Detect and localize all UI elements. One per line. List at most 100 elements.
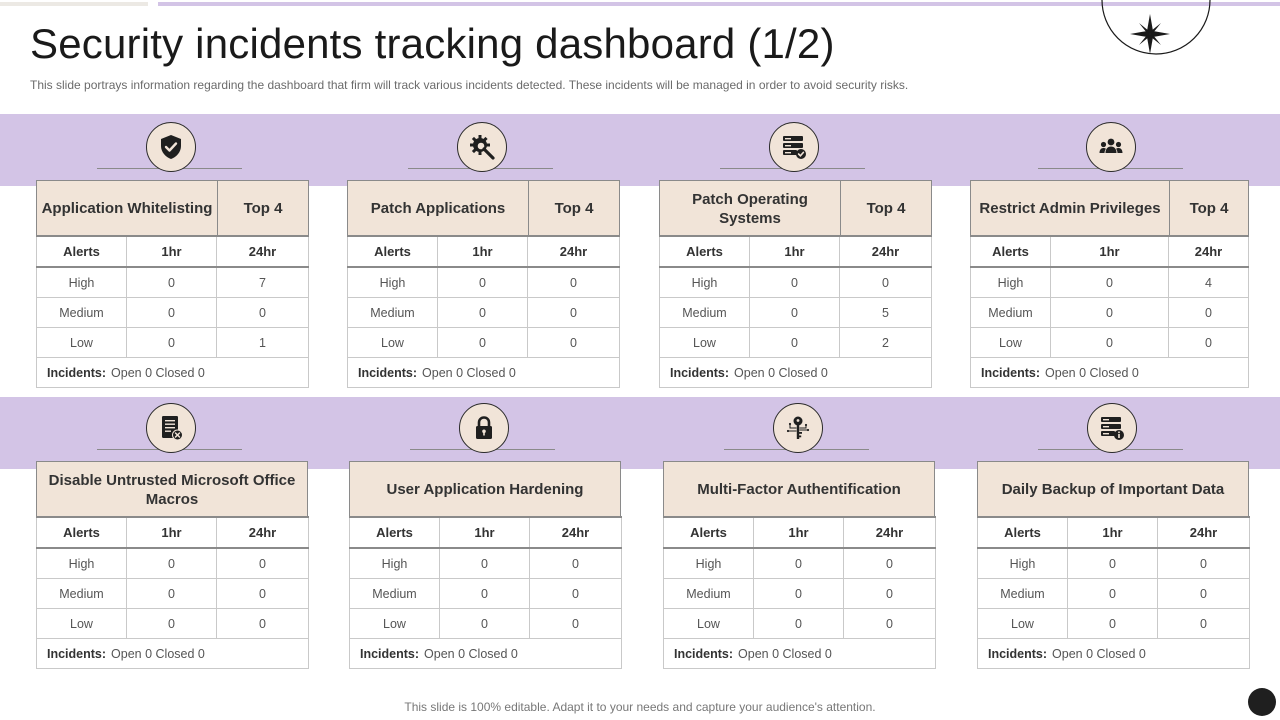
key-circuit-icon	[786, 416, 810, 439]
footer-note: This slide is 100% editable. Adapt it to…	[404, 700, 876, 714]
table-row-low: Low 0 0	[349, 608, 622, 639]
table-row-high: High 0 0	[36, 547, 309, 579]
table-row-high: High 0 0	[349, 547, 622, 579]
table-row-low: Low 0 2	[659, 327, 932, 358]
col-header-alerts: Alerts	[970, 235, 1051, 268]
table-row-medium: Medium 0 5	[659, 297, 932, 328]
table-row-high: High 0 0	[663, 547, 936, 579]
cell-1hr: 0	[437, 327, 528, 358]
cell-1hr: 0	[1067, 578, 1158, 609]
cell-24hr: 0	[527, 327, 620, 358]
table-row-medium: Medium 0 0	[347, 297, 620, 328]
col-header-24hr: 24hr	[839, 235, 932, 268]
table-row-medium: Medium 0 0	[977, 578, 1250, 609]
table-row-medium: Medium 0 0	[36, 578, 309, 609]
category-title: Patch Applications	[348, 181, 529, 236]
row-label: Low	[36, 327, 127, 358]
table-row-medium: Medium 0 0	[663, 578, 936, 609]
col-header-24hr: 24hr	[216, 235, 309, 268]
row-label: Medium	[977, 578, 1068, 609]
col-header-1hr: 1hr	[749, 235, 840, 268]
category-title: Restrict Admin Privileges	[971, 181, 1170, 236]
row-label: High	[659, 266, 750, 298]
cell-1hr: 0	[1050, 266, 1169, 298]
cell-24hr: 0	[216, 547, 309, 579]
incidents-value: Open 0 Closed 0	[111, 646, 205, 661]
category-title: Multi-Factor Authentification	[663, 461, 935, 518]
incidents-value: Open 0 Closed 0	[734, 365, 828, 380]
cell-24hr: 0	[839, 266, 932, 298]
row-label: Low	[663, 608, 754, 639]
row-label: Medium	[970, 297, 1051, 328]
page-title: Security incidents tracking dashboard (1…	[30, 20, 835, 67]
incidents-label: Incidents:	[670, 365, 730, 380]
col-header-alerts: Alerts	[347, 235, 438, 268]
cell-1hr: 0	[439, 608, 530, 639]
table-row-medium: Medium 0 0	[36, 297, 309, 328]
cell-1hr: 0	[749, 266, 840, 298]
incidents-value: Open 0 Closed 0	[1052, 646, 1146, 661]
incidents-value: Open 0 Closed 0	[424, 646, 518, 661]
cell-1hr: 0	[753, 608, 844, 639]
col-header-alerts: Alerts	[36, 516, 127, 549]
incidents-label: Incidents:	[47, 365, 107, 380]
alerts-table: Alerts 1hr 24hr High 0 0 Medium 0 0 Low …	[663, 516, 936, 669]
alerts-table: Alerts 1hr 24hr High 0 0 Medium 0 0 Low …	[347, 235, 620, 388]
cell-1hr: 0	[126, 578, 217, 609]
group-users-icon	[1099, 138, 1123, 153]
alerts-table: Alerts 1hr 24hr High 0 7 Medium 0 0 Low …	[36, 235, 309, 388]
top-accent-line-left	[0, 2, 148, 6]
cell-24hr: 0	[216, 608, 309, 639]
cell-1hr: 0	[126, 266, 217, 298]
col-header-1hr: 1hr	[437, 235, 528, 268]
table-row-low: Low 0 0	[36, 608, 309, 639]
table-row-high: High 0 0	[977, 547, 1250, 579]
incidents-row: Incidents: Open 0 Closed 0	[347, 357, 620, 388]
col-header-1hr: 1hr	[126, 235, 217, 268]
cell-1hr: 0	[437, 297, 528, 328]
server-info-icon	[1101, 417, 1124, 440]
row-label: Low	[977, 608, 1068, 639]
category-title: Application Whitelisting	[37, 181, 218, 236]
shield-check-icon	[161, 135, 181, 159]
table-row-high: High 0 4	[970, 266, 1249, 298]
cell-24hr: 0	[1157, 578, 1250, 609]
row-label: High	[347, 266, 438, 298]
incidents-row: Incidents: Open 0 Closed 0	[349, 638, 622, 669]
cell-1hr: 0	[126, 547, 217, 579]
cell-1hr: 0	[126, 327, 217, 358]
col-header-24hr: 24hr	[216, 516, 309, 549]
top-label: Top 4	[1189, 200, 1229, 217]
incidents-label: Incidents:	[981, 365, 1041, 380]
table-row-low: Low 0 0	[663, 608, 936, 639]
cell-24hr: 0	[529, 578, 622, 609]
lavender-band-top	[0, 114, 1280, 186]
table-row-low: Low 0 1	[36, 327, 309, 358]
incidents-label: Incidents:	[674, 646, 734, 661]
lavender-band-bottom	[0, 397, 1280, 469]
col-header-24hr: 24hr	[527, 235, 620, 268]
sparkle-decoration-icon	[1101, 0, 1211, 55]
cell-1hr: 0	[749, 327, 840, 358]
incidents-table: Restrict Admin Privileges Top 4	[969, 180, 1250, 237]
incidents-value: Open 0 Closed 0	[738, 646, 832, 661]
alerts-table: Alerts 1hr 24hr High 0 0 Medium 0 0 Low …	[977, 516, 1250, 669]
row-label: High	[36, 547, 127, 579]
incidents-value: Open 0 Closed 0	[111, 365, 205, 380]
incidents-value: Open 0 Closed 0	[1045, 365, 1139, 380]
cell-24hr: 4	[1168, 266, 1249, 298]
incidents-table: Patch Operating Systems Top 4	[658, 180, 933, 237]
table-row-low: Low 0 0	[347, 327, 620, 358]
category-title: Disable Untrusted Microsoft Office Macro…	[36, 461, 308, 518]
alerts-table: Alerts 1hr 24hr High 0 0 Medium 0 0 Low …	[36, 516, 309, 669]
col-header-alerts: Alerts	[349, 516, 440, 549]
incidents-label: Incidents:	[988, 646, 1048, 661]
alerts-table: Alerts 1hr 24hr High 0 0 Medium 0 0 Low …	[349, 516, 622, 669]
category-title: Patch Operating Systems	[660, 181, 841, 236]
cell-24hr: 1	[216, 327, 309, 358]
cell-24hr: 0	[843, 578, 936, 609]
cell-24hr: 0	[843, 608, 936, 639]
cell-24hr: 0	[216, 578, 309, 609]
row-label: High	[36, 266, 127, 298]
top-label: Top 4	[866, 200, 906, 217]
